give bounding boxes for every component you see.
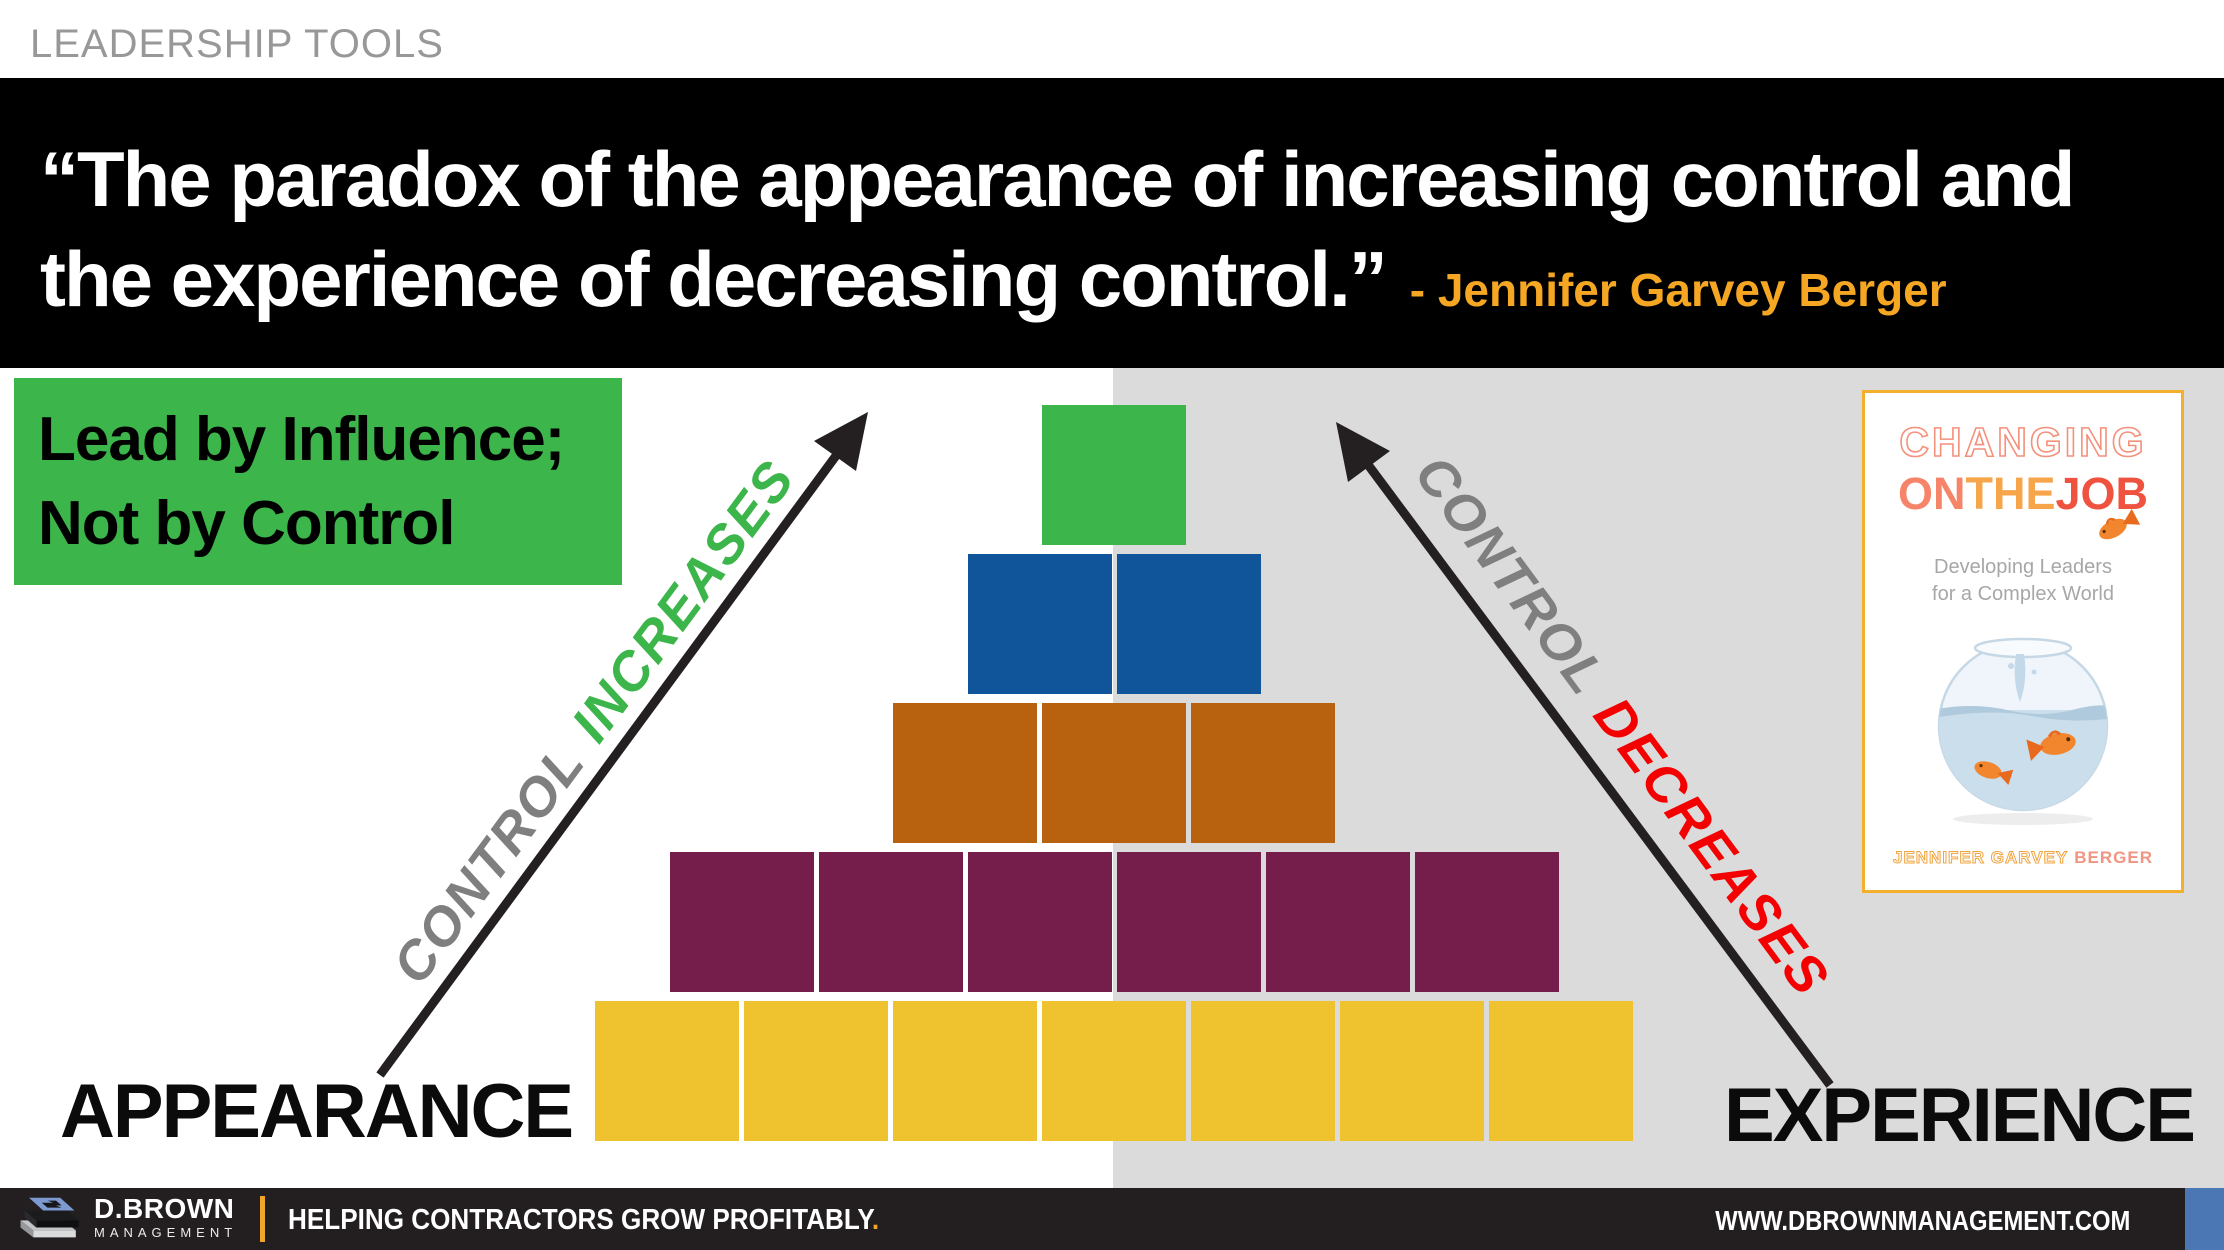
- pyramid-block-yellow: [1340, 1001, 1484, 1141]
- pyramid-block-purple: [1265, 852, 1410, 992]
- book-subtitle: Developing Leaders for a Complex World: [1932, 556, 2114, 605]
- pyramid-block-purple: [669, 852, 814, 992]
- arrowhead-icon: [1336, 422, 1390, 482]
- pyramid-block-blue: [1116, 554, 1261, 694]
- callout-box: Lead by Influence; Not by Control: [14, 378, 622, 585]
- pyramid-block-purple: [818, 852, 963, 992]
- pyramid-block-orange: [893, 703, 1037, 843]
- pyramid-block-orange: [1042, 703, 1186, 843]
- brand-subtitle: MANAGEMENT: [94, 1225, 238, 1240]
- pyramid-block-yellow: [1191, 1001, 1335, 1141]
- book-cover: CHANGING ONTHEJOB Developing Leaders for…: [1862, 390, 2184, 893]
- pyramid-block-purple: [1414, 852, 1559, 992]
- axis-label-experience: EXPERIENCE: [1724, 1073, 2196, 1158]
- callout-line-1: Lead by Influence;: [38, 405, 565, 474]
- up-arrow-left: [376, 412, 868, 1078]
- tagline-period: .: [871, 1204, 880, 1236]
- page-title: LEADERSHIP TOOLS: [30, 22, 444, 66]
- footer-tagline: HELPING CONTRACTORS GROW PROFITABLY.: [288, 1204, 880, 1236]
- pyramid-block-green: [1042, 405, 1186, 545]
- pyramid-block-purple: [967, 852, 1112, 992]
- pyramid-block-purple: [1116, 852, 1261, 992]
- jumping-fish-icon: [2099, 508, 2141, 540]
- brand-block: D.BROWN MANAGEMENT: [94, 1193, 238, 1241]
- quote-line-2: the experience of decreasing control.” - …: [40, 234, 1947, 325]
- pyramid-block-yellow: [1042, 1001, 1186, 1141]
- book-author: JENNIFER GARVEY BERGER: [1892, 848, 2153, 868]
- quote-line-2-text: the experience of decreasing control.”: [40, 235, 1388, 323]
- pyramid-block-yellow: [744, 1001, 888, 1141]
- footer-blue-endcap: [2185, 1188, 2224, 1250]
- quote-line-1: “The paradox of the appearance of increa…: [40, 135, 2075, 223]
- top-strip: LEADERSHIP TOOLS: [0, 0, 2224, 78]
- pyramid-block-blue: [967, 554, 1112, 694]
- footer-website: WWW.DBROWNMANAGEMENT.COM: [1714, 1205, 2130, 1236]
- footer-divider: [260, 1196, 265, 1242]
- footer-bar: D.BROWN MANAGEMENT HELPING CONTRACTORS G…: [0, 1188, 2224, 1250]
- up-arrow-right: [1336, 422, 1834, 1088]
- quote-attribution: - Jennifer Garvey Berger: [1409, 264, 1947, 316]
- brand-name: D.BROWN: [94, 1193, 235, 1224]
- dbrown-logo-icon: [20, 1197, 79, 1238]
- pyramid-block-orange: [1191, 703, 1335, 843]
- pyramid-block-yellow: [595, 1001, 739, 1141]
- fishbowl-illustration: [1937, 637, 2109, 825]
- pyramid-block-yellow: [1489, 1001, 1633, 1141]
- book-title-onthejob: ONTHEJOB: [1897, 468, 2149, 519]
- quote-banner: “The paradox of the appearance of increa…: [0, 78, 2224, 368]
- book-title-changing: CHANGING: [1899, 418, 2147, 466]
- arrowhead-icon: [814, 412, 868, 471]
- axis-label-appearance: APPEARANCE: [60, 1069, 574, 1154]
- callout-line-2: Not by Control: [38, 489, 456, 558]
- pyramid-block-yellow: [893, 1001, 1037, 1141]
